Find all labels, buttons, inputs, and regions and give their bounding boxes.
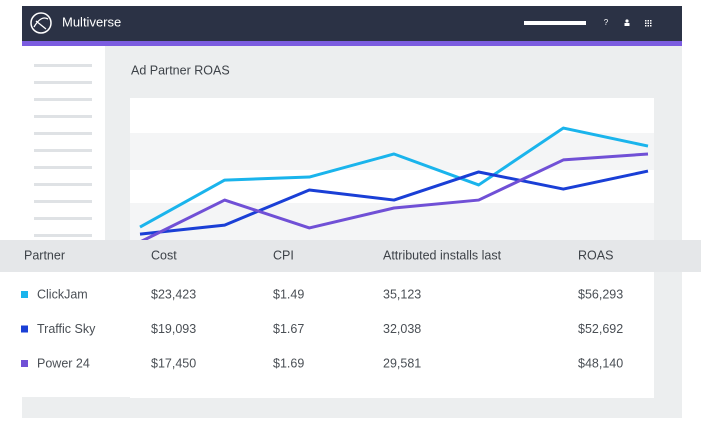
series-line [139, 169, 649, 236]
sidebar-line [34, 64, 92, 67]
sidebar-line [34, 217, 92, 220]
sidebar [22, 46, 105, 246]
help-icon[interactable]: ? [604, 18, 609, 27]
column-header: ROAS [578, 248, 613, 262]
grid-band [130, 133, 654, 170]
plot [139, 126, 649, 244]
search-bar[interactable] [524, 21, 586, 25]
apps-dot [650, 22, 652, 24]
apps-dot [645, 20, 647, 22]
apps-dot [650, 25, 652, 27]
chart-title: Ad Partner ROAS [131, 63, 230, 77]
table-cell: $19,093 [151, 322, 196, 336]
column-header: Cost [151, 248, 177, 262]
table-cell: $56,293 [578, 287, 623, 301]
table-cell: $17,450 [151, 356, 196, 370]
column-header: Partner [24, 248, 65, 262]
legend-swatch [21, 325, 28, 333]
column-header: CPI [273, 248, 294, 262]
sidebar-line [34, 98, 92, 101]
partner-name: ClickJam [37, 287, 88, 301]
legend-swatch [21, 291, 28, 298]
partner-name: Power 24 [37, 356, 90, 370]
legend-swatch [21, 360, 28, 367]
table-cell: 32,038 [383, 322, 421, 336]
sidebar-line [34, 132, 92, 135]
sidebar-line [34, 81, 92, 84]
table-cell: $1.69 [273, 356, 304, 370]
apps-dot [647, 22, 649, 24]
sidebar-items [34, 64, 92, 237]
apps-dot [650, 20, 652, 22]
logo[interactable] [30, 12, 52, 34]
sidebar-line [34, 149, 92, 152]
user-icon[interactable] [624, 19, 630, 26]
table-cell: $52,692 [578, 322, 623, 336]
table-header [0, 240, 701, 272]
apps-icon[interactable] [645, 20, 652, 27]
table-cell: $23,423 [151, 287, 196, 301]
series-line [139, 126, 649, 229]
table-cell: $1.49 [273, 287, 304, 301]
apps-dot [647, 25, 649, 27]
column-header: Attributed installs last [383, 248, 502, 262]
sidebar-line [34, 166, 92, 169]
partner-name: Traffic Sky [37, 322, 96, 336]
sidebar-line [34, 200, 92, 203]
accent-stripe [22, 41, 682, 46]
apps-dot [647, 20, 649, 22]
app-title: Multiverse [62, 14, 121, 29]
apps-dot [645, 25, 647, 27]
table-body [0, 272, 654, 397]
table: Partner Cost CPI Attributed installs last RO… [21, 248, 623, 370]
series-line [139, 152, 649, 244]
table-cell: $1.67 [273, 322, 304, 336]
sidebar-line [34, 234, 92, 237]
apps-dot [645, 22, 647, 24]
logo-mark [33, 17, 49, 30]
table-cell: $48,140 [578, 356, 623, 370]
sidebar-line [34, 115, 92, 118]
table-cell: 29,581 [383, 356, 421, 370]
table-cell: 35,123 [383, 287, 421, 301]
sidebar-line [34, 183, 92, 186]
